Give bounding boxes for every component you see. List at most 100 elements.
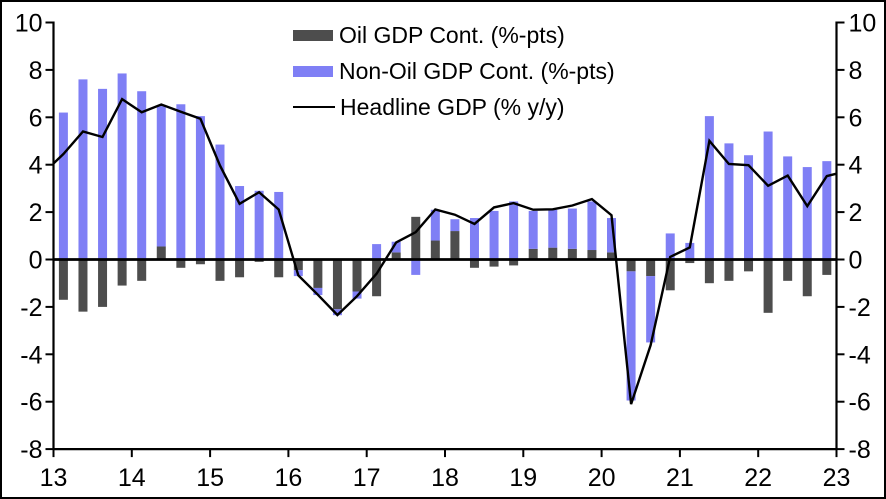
headline-line-swatch-icon [293, 105, 335, 109]
bar-oil-2018Q1 [450, 231, 460, 260]
bar-non-oil-2019Q2 [548, 209, 558, 248]
bar-non-oil-2021Q2 [704, 116, 714, 260]
bar-non-oil-2015Q4 [274, 191, 284, 260]
bar-oil-2020Q3 [646, 259, 656, 277]
bar-oil-2014Q1 [137, 259, 147, 281]
bar-oil-2013Q3 [98, 259, 108, 307]
bar-non-oil-2020Q3 [646, 276, 656, 343]
y-tick-label-right: -6 [849, 389, 871, 417]
bar-non-oil-2019Q3 [567, 208, 577, 249]
y-tick-label-right: -4 [849, 341, 871, 369]
x-tick-label: 21 [666, 464, 694, 492]
bar-oil-2016Q4 [352, 259, 362, 292]
bar-non-oil-2022Q3 [802, 167, 812, 260]
y-tick-label-left: 8 [29, 57, 43, 85]
legend-label-non-oil: Non-Oil GDP Cont. (%-pts) [339, 58, 615, 84]
bar-oil-2016Q1 [293, 259, 303, 271]
bar-non-oil-2016Q3 [332, 309, 342, 316]
bar-oil-2020Q2 [626, 259, 636, 272]
bar-non-oil-2020Q2 [626, 271, 636, 401]
bar-oil-2018Q3 [489, 259, 499, 267]
bar-non-oil-2018Q2 [469, 218, 479, 260]
bar-non-oil-2022Q4 [822, 161, 832, 260]
bar-oil-2018Q2 [469, 259, 479, 268]
bar-non-oil-2013Q1 [58, 112, 68, 260]
bar-oil-2021Q3 [724, 259, 734, 281]
bar-oil-2021Q1 [685, 259, 695, 264]
bar-non-oil-2017Q4 [430, 209, 440, 241]
bar-oil-2019Q4 [587, 250, 597, 260]
bar-non-oil-2017Q2 [391, 241, 401, 253]
x-tick-label: 20 [588, 464, 616, 492]
bar-non-oil-2018Q1 [450, 219, 460, 232]
bar-oil-2019Q1 [528, 248, 538, 260]
bar-non-oil-2014Q3 [176, 104, 186, 260]
bar-oil-2019Q3 [567, 248, 577, 260]
y-tick-label-right: 10 [849, 10, 877, 38]
y-tick-label-right: 8 [849, 57, 863, 85]
bar-oil-2013Q1 [58, 259, 68, 300]
bar-oil-2020Q4 [665, 259, 675, 291]
bar-oil-2022Q3 [802, 259, 812, 297]
x-tick-label: 19 [509, 464, 537, 492]
x-tick-label: 14 [118, 464, 146, 492]
y-tick-label-left: 6 [29, 104, 43, 132]
bar-oil-2018Q4 [509, 259, 519, 266]
bar-oil-2022Q4 [822, 259, 832, 275]
bar-oil-2016Q2 [313, 259, 323, 288]
bar-non-oil-2015Q2 [235, 186, 245, 260]
bar-non-oil-2014Q1 [137, 91, 147, 260]
legend-item-non-oil: Non-Oil GDP Cont. (%-pts) [293, 57, 615, 85]
bar-oil-2017Q1 [372, 259, 382, 297]
x-tick-label: 22 [744, 464, 772, 492]
x-tick-label: 23 [823, 464, 851, 492]
bar-oil-2019Q2 [548, 247, 558, 260]
bar-oil-2017Q3 [411, 216, 421, 260]
y-tick-label-left: -8 [20, 436, 42, 464]
y-tick-label-left: 2 [29, 199, 43, 227]
bar-oil-2022Q1 [763, 259, 773, 313]
bar-non-oil-2014Q2 [156, 105, 166, 247]
bar-non-oil-2019Q4 [587, 201, 597, 251]
y-tick-label-right: 2 [849, 199, 863, 227]
bar-non-oil-2013Q2 [78, 79, 88, 260]
y-tick-label-left: 4 [29, 152, 43, 180]
legend-label-oil: Oil GDP Cont. (%-pts) [339, 22, 565, 48]
bar-non-oil-2018Q3 [489, 210, 499, 260]
bar-non-oil-2022Q1 [763, 131, 773, 260]
bar-oil-2017Q4 [430, 240, 440, 260]
bar-oil-2013Q4 [117, 259, 127, 286]
legend-label-headline: Headline GDP (% y/y) [340, 94, 565, 120]
bar-non-oil-2013Q4 [117, 73, 127, 260]
bar-non-oil-2021Q1 [685, 242, 695, 260]
headline-gdp-line [52, 97, 837, 405]
y-tick-label-right: 6 [849, 104, 863, 132]
x-tick-label: 18 [431, 464, 459, 492]
bar-oil-2015Q2 [235, 259, 245, 278]
bar-oil-2016Q3 [332, 259, 342, 310]
non-oil-bar-swatch-icon [293, 65, 333, 77]
bar-oil-2017Q2 [391, 252, 401, 260]
bar-non-oil-2016Q2 [313, 287, 323, 296]
legend-item-oil: Oil GDP Cont. (%-pts) [293, 21, 615, 49]
bar-non-oil-2021Q3 [724, 143, 734, 260]
x-tick-label: 13 [40, 464, 68, 492]
bar-non-oil-2022Q2 [783, 156, 793, 260]
y-tick-label-left: -2 [20, 294, 42, 322]
bar-non-oil-2017Q3 [411, 259, 421, 275]
bar-oil-2020Q1 [607, 252, 616, 260]
x-tick-label: 16 [274, 464, 302, 492]
bar-non-oil-2021Q4 [744, 155, 754, 260]
bar-non-oil-2018Q4 [509, 201, 519, 260]
legend-item-headline: Headline GDP (% y/y) [293, 93, 615, 121]
bar-non-oil-2015Q3 [254, 190, 264, 260]
y-tick-label-left: -4 [20, 341, 42, 369]
bar-non-oil-2017Q1 [372, 244, 382, 260]
bar-oil-2014Q3 [176, 259, 186, 268]
y-tick-label-left: 0 [29, 247, 43, 275]
bar-oil-2015Q4 [274, 259, 284, 278]
y-tick-label-right: 0 [849, 247, 863, 275]
bar-non-oil-2019Q1 [528, 210, 538, 249]
